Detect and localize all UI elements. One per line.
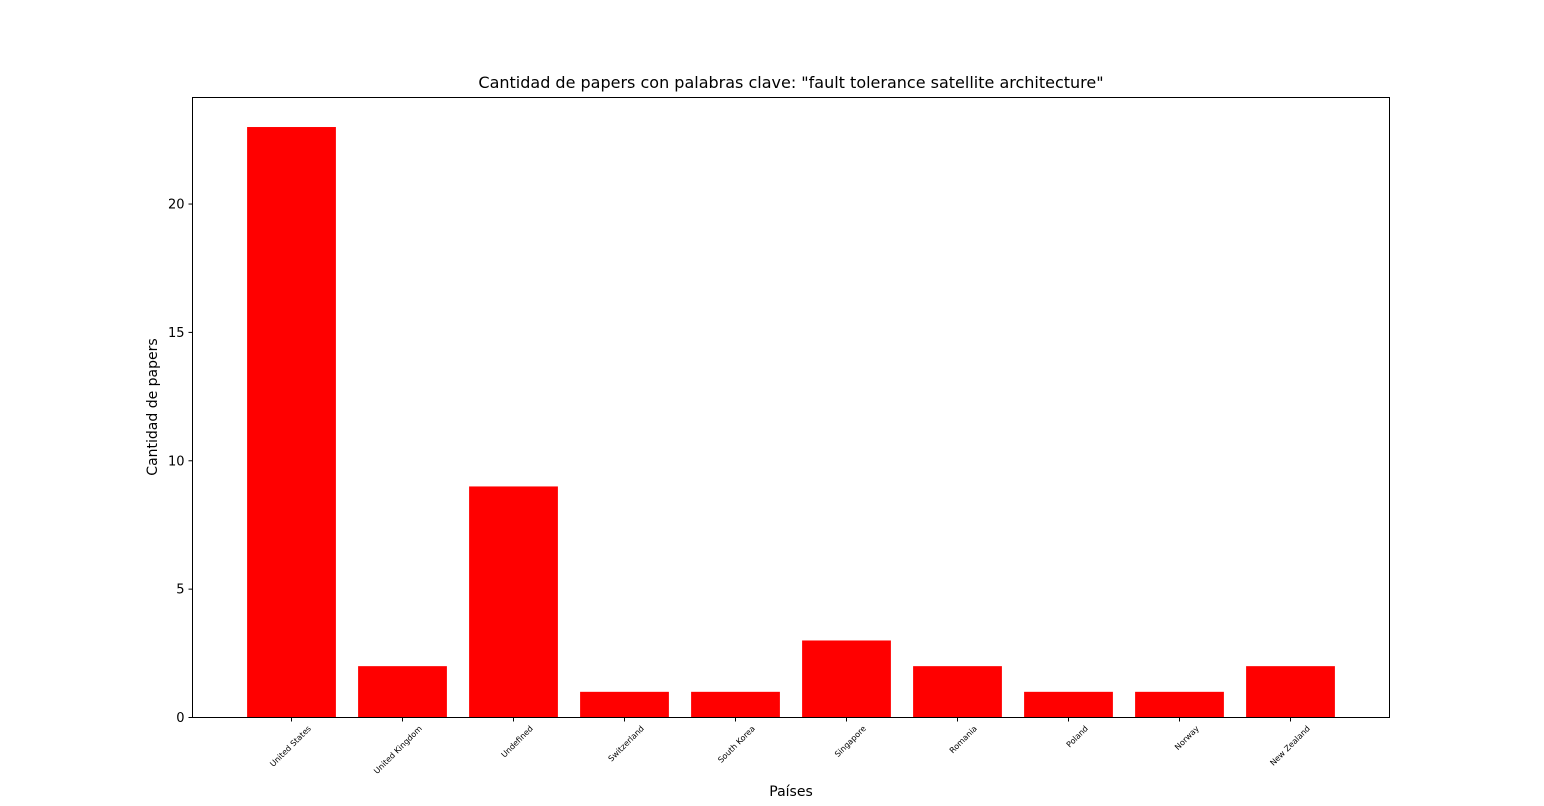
- bar: [1135, 691, 1224, 718]
- x-tick-label: Undefined: [500, 724, 535, 759]
- bar: [580, 691, 669, 718]
- y-axis-label: Cantidad de papers: [145, 338, 161, 475]
- bar: [691, 691, 780, 718]
- bars-group: [247, 127, 1335, 718]
- x-tick-label: Romania: [948, 724, 979, 755]
- x-tick-label: New Zealand: [1268, 724, 1312, 768]
- x-tick-label: South Korea: [716, 724, 757, 765]
- y-tick-label: 15: [168, 326, 185, 341]
- x-axis-label: Países: [769, 784, 812, 800]
- y-tick-label: 5: [176, 583, 184, 598]
- y-ticks-group: 0 5 10 15 20: [168, 198, 193, 726]
- bar: [1024, 691, 1113, 718]
- bar: [1246, 666, 1335, 718]
- x-tick-label: United Kingdom: [372, 724, 424, 776]
- x-ticks-group: United States United Kingdom Undefined Swit…: [268, 717, 1312, 776]
- y-tick-label: 10: [168, 454, 185, 469]
- bar: [358, 666, 447, 718]
- bar: [913, 666, 1002, 718]
- x-tick-label: Poland: [1065, 724, 1090, 749]
- bar: [802, 640, 891, 718]
- bar: [469, 486, 558, 718]
- y-tick-label: 20: [168, 198, 185, 213]
- plot-frame: [192, 97, 1390, 718]
- x-tick-label: Switzerland: [607, 724, 646, 763]
- x-tick-label: Norway: [1173, 724, 1201, 752]
- x-tick-label: United States: [268, 724, 313, 769]
- y-tick-label: 0: [176, 711, 184, 726]
- bar: [247, 127, 336, 718]
- x-tick-label: Singapore: [833, 724, 868, 759]
- chart-title: Cantidad de papers con palabras clave: "…: [478, 73, 1103, 92]
